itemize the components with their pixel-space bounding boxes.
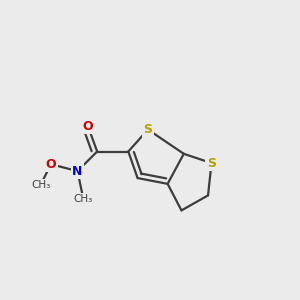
- Text: O: O: [46, 158, 56, 171]
- Text: CH₃: CH₃: [31, 180, 50, 190]
- Text: S: S: [143, 123, 152, 136]
- Text: N: N: [72, 165, 83, 178]
- Text: S: S: [207, 157, 216, 169]
- Text: CH₃: CH₃: [74, 194, 93, 204]
- Text: O: O: [82, 120, 93, 133]
